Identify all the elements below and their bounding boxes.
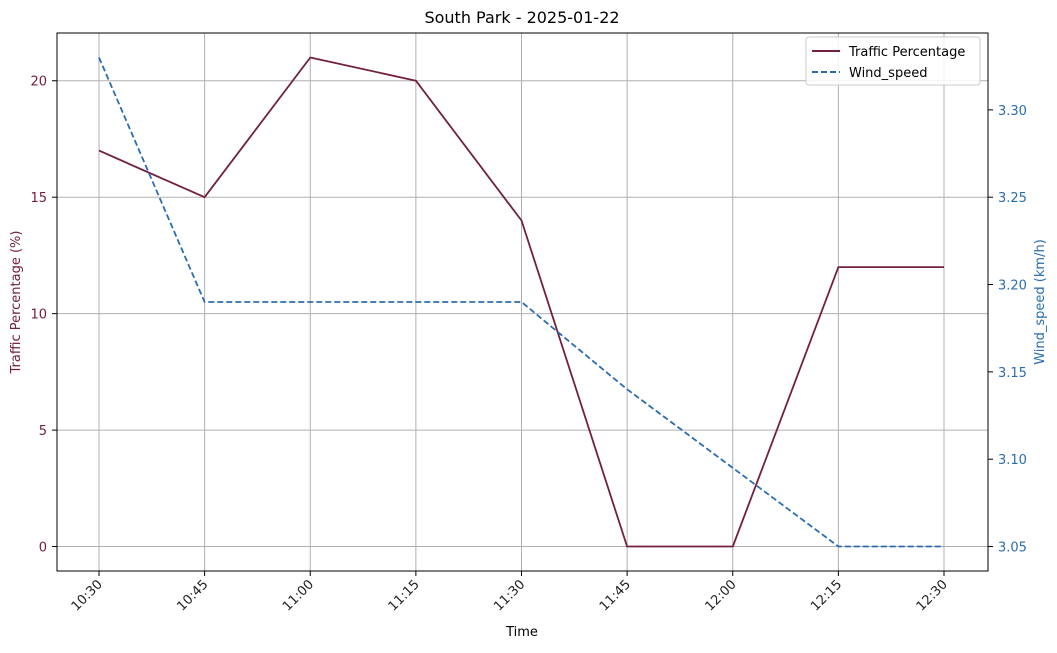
- legend-label-wind-speed: Wind_speed: [849, 66, 927, 81]
- y-right-tick-label: 3.15: [998, 366, 1027, 381]
- series-line-wind-speed: [98, 57, 944, 548]
- y-right-tick-label: 3.10: [998, 453, 1027, 468]
- x-tick-label: 10:30: [69, 577, 106, 614]
- x-tick-label: 12:00: [702, 577, 739, 614]
- legend-label-traffic: Traffic Percentage: [848, 45, 965, 60]
- y-left-tick-label: 0: [39, 541, 47, 556]
- y-axis-right-ticks: 3.05 3.10 3.15 3.20 3.25 3.30: [988, 104, 1027, 556]
- y-right-tick-label: 3.05: [998, 541, 1027, 556]
- x-tick-label: 11:00: [280, 577, 317, 614]
- series-line-traffic-percentage: [98, 56, 944, 548]
- y-axis-left-ticks: 0 5 10 15 20: [30, 75, 57, 556]
- x-tick-label: 11:45: [597, 577, 634, 614]
- y-left-tick-label: 10: [30, 308, 47, 323]
- x-tick-label: 12:15: [808, 577, 845, 614]
- y-left-tick-label: 5: [39, 424, 47, 439]
- plot-frame: [56, 32, 989, 572]
- y-right-tick-label: 3.30: [998, 104, 1027, 119]
- series-lines: [98, 56, 944, 548]
- y-right-tick-label: 3.20: [998, 279, 1027, 294]
- chart-title: South Park - 2025-01-22: [424, 8, 619, 27]
- y-axis-right-title: Wind_speed (km/h): [1033, 239, 1048, 365]
- x-axis-title: Time: [505, 625, 538, 640]
- x-tick-label: 12:30: [914, 577, 951, 614]
- x-tick-label: 11:15: [386, 577, 423, 614]
- grid: [57, 33, 988, 571]
- y-axis-left-title: Traffic Percentage (%): [9, 231, 24, 375]
- y-left-tick-label: 20: [30, 75, 47, 90]
- legend: Traffic Percentage Wind_speed: [805, 36, 981, 86]
- x-tick-label: 10:45: [174, 577, 211, 614]
- y-left-tick-label: 15: [30, 191, 47, 206]
- x-tick-label: 11:30: [491, 577, 528, 614]
- legend-box: [805, 36, 981, 86]
- x-axis-ticks: 10:30 10:45 11:00 11:15 11:30 11:45 12:00 12:15…: [69, 571, 951, 614]
- y-right-tick-label: 3.25: [998, 191, 1027, 206]
